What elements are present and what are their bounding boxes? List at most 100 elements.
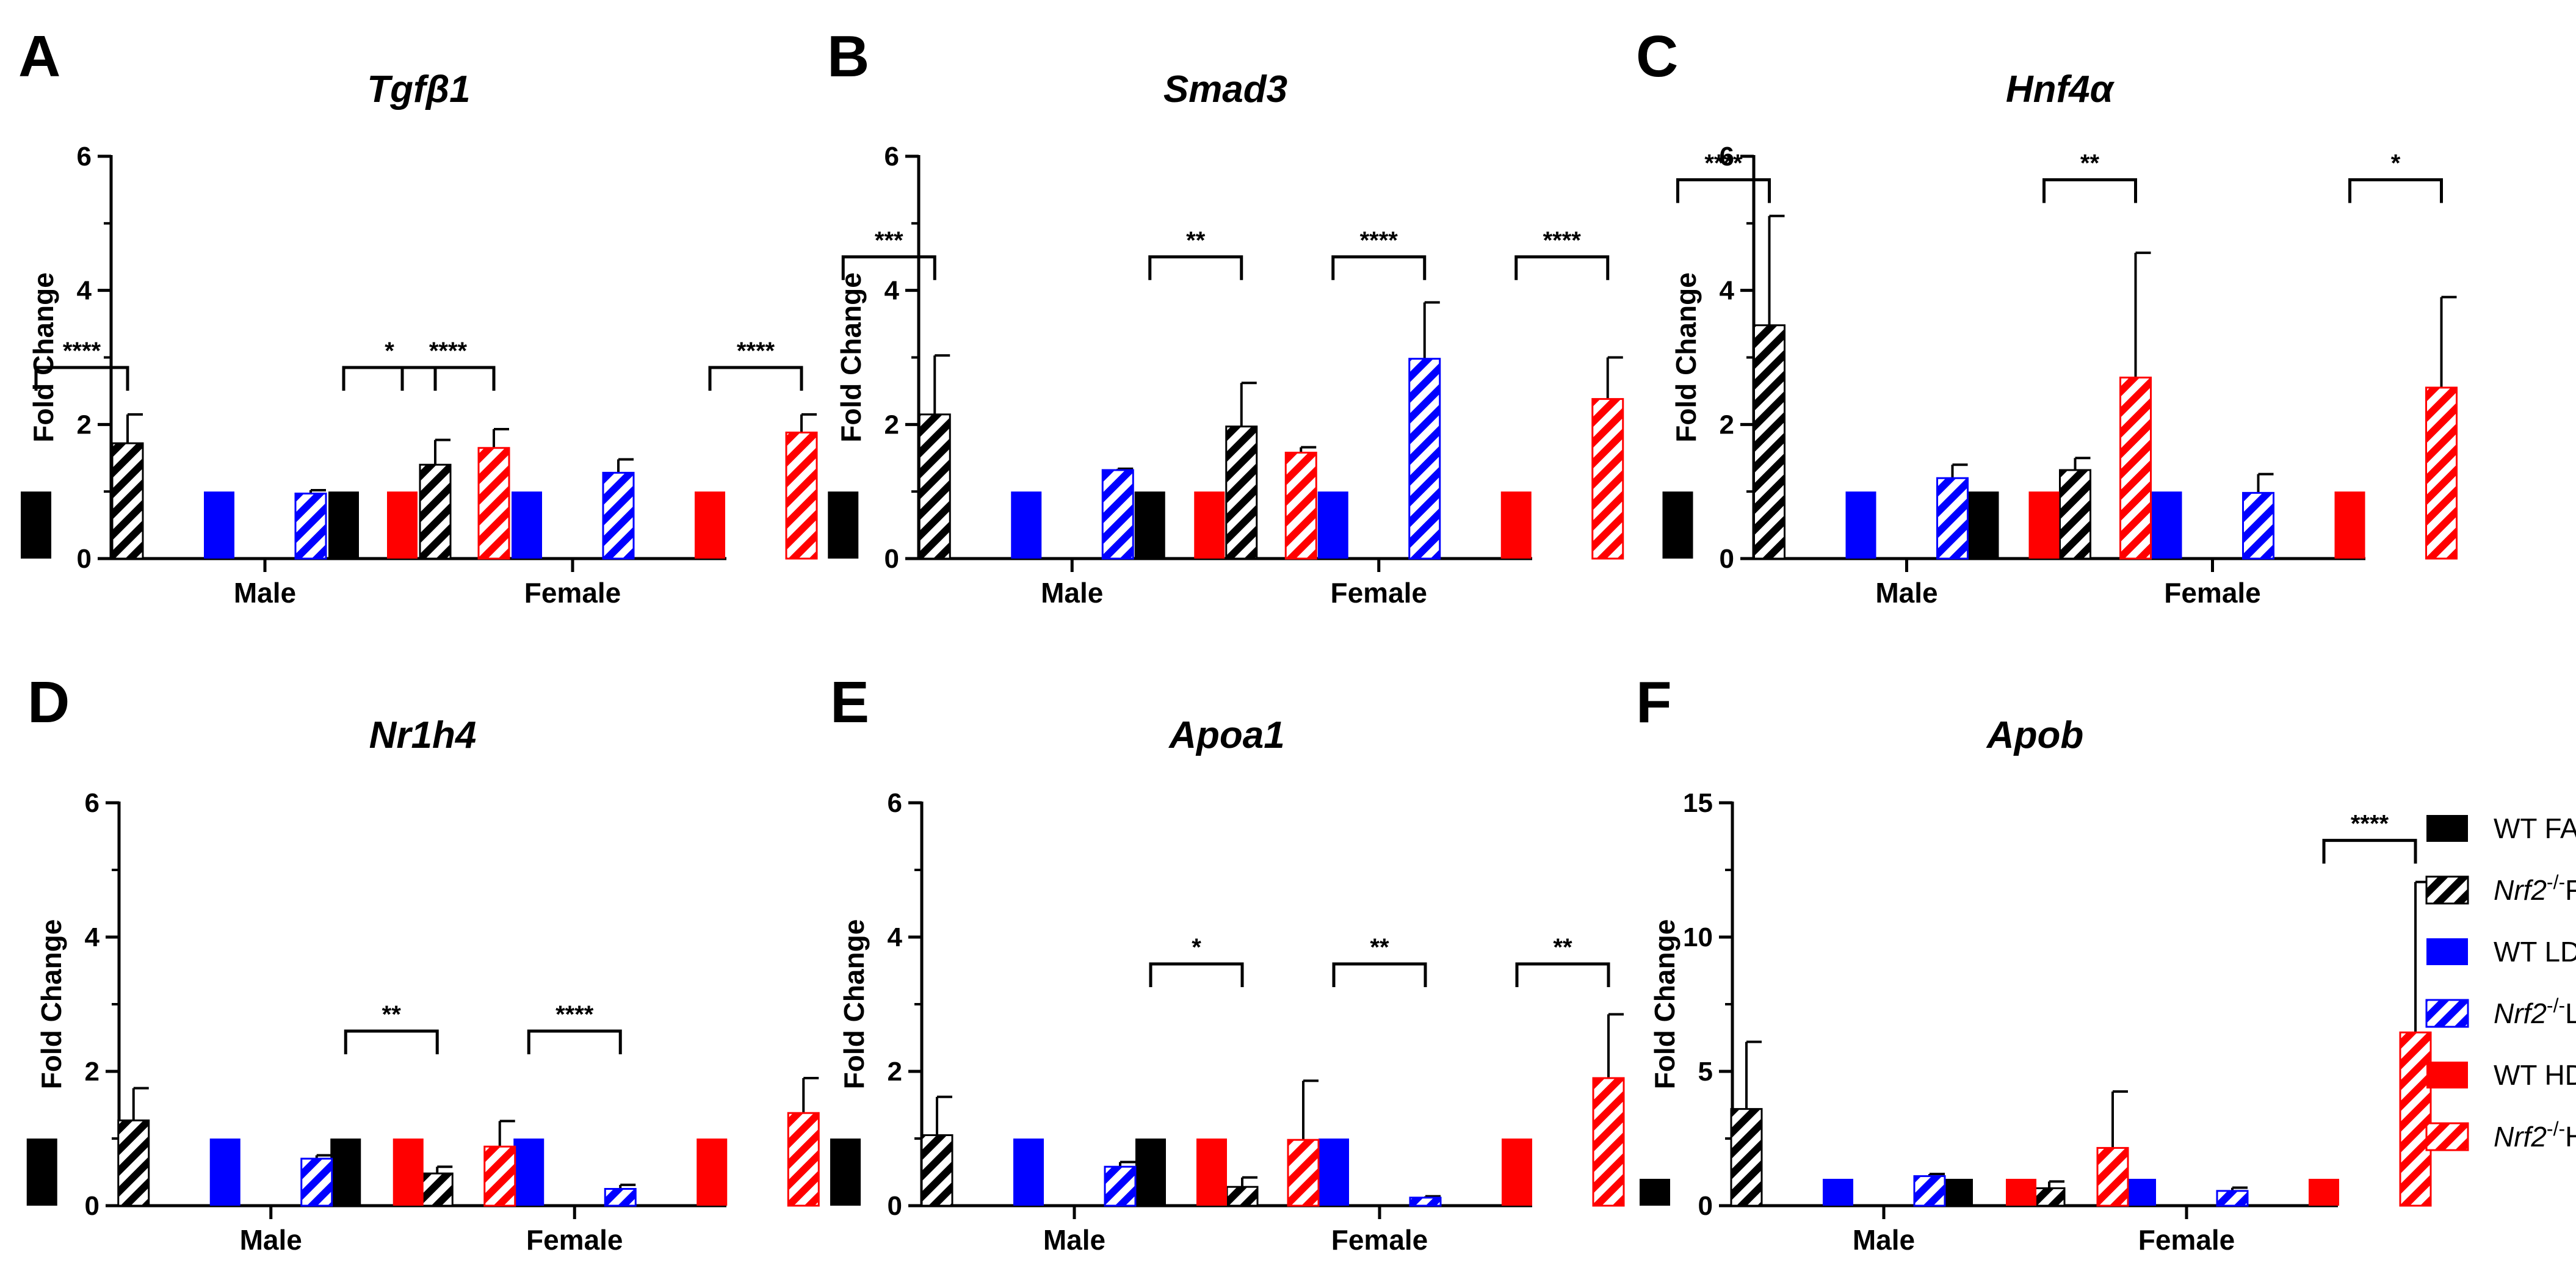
bar	[2006, 1179, 2036, 1206]
bar	[2033, 1187, 2066, 1207]
significance-label: **	[1186, 227, 1206, 254]
y-tick-label: 2	[885, 410, 899, 440]
x-tick-label: Female	[526, 1224, 623, 1256]
chart-title: Tgfβ1	[367, 68, 470, 110]
bar	[1134, 491, 1165, 559]
significance-bracket	[2348, 178, 2443, 203]
bar	[828, 491, 859, 559]
y-tick-label: 4	[77, 276, 92, 306]
legend-item: Nrf2-/-LD	[2425, 994, 2576, 1029]
legend-swatch	[2426, 1062, 2468, 1088]
significance-label: **	[1370, 934, 1389, 961]
legend-item: WT FA	[2426, 813, 2576, 844]
bar	[1319, 1139, 1349, 1206]
legend-label: WT FA	[2494, 813, 2576, 844]
legend-label: Nrf2-/-FA	[2494, 871, 2576, 906]
panel-letter: C	[1636, 24, 1678, 89]
chart-title: Apob	[1986, 714, 2083, 756]
y-tick-label: 0	[885, 544, 899, 574]
bar	[387, 491, 418, 559]
significance-label: **	[2080, 150, 2100, 176]
bar	[1500, 491, 1532, 559]
legend-swatch	[2426, 815, 2468, 842]
bar	[2242, 491, 2274, 560]
significance-label: ****	[1543, 227, 1582, 254]
significance-label: ****	[737, 338, 775, 364]
legend-label: WT LD	[2494, 936, 2576, 968]
y-axis-label: Fold Change	[835, 272, 867, 443]
bar	[2309, 1179, 2339, 1206]
bar	[1225, 425, 1258, 560]
significance-label: **	[382, 1001, 402, 1028]
legend-item: Nrf2-/-FA	[2425, 871, 2576, 906]
panel-letter: B	[827, 24, 869, 89]
chart-title: Apoa1	[1168, 714, 1284, 756]
significance-label: ****	[555, 1001, 594, 1028]
x-tick-label: Male	[1043, 1224, 1105, 1256]
bar	[513, 1139, 545, 1206]
bar	[328, 491, 359, 559]
bar	[1284, 451, 1317, 560]
bar	[1101, 469, 1134, 560]
significance-bracket	[708, 366, 803, 391]
bar	[1317, 491, 1348, 559]
y-tick-label: 15	[1683, 788, 1713, 818]
bar	[421, 1172, 454, 1207]
significance-label: ****	[429, 338, 468, 364]
bar	[830, 1139, 861, 1206]
x-tick-label: Male	[1853, 1224, 1915, 1256]
x-tick-label: Male	[1041, 577, 1103, 609]
significance-label: ***	[875, 227, 903, 254]
bar	[1591, 398, 1624, 560]
bar	[1226, 1186, 1259, 1207]
significance-label: **	[1553, 934, 1572, 961]
legend-swatch	[2425, 1122, 2469, 1151]
significance-bracket	[841, 255, 936, 280]
y-tick-label: 10	[1683, 922, 1713, 952]
y-tick-label: 6	[885, 142, 899, 172]
bar	[2216, 1190, 2249, 1207]
significance-label: *	[2391, 150, 2401, 176]
significance-bracket	[1515, 962, 1610, 987]
significance-bracket	[2322, 839, 2417, 864]
y-tick-label: 4	[888, 922, 903, 952]
bar	[1502, 1139, 1532, 1206]
y-tick-label: 4	[1720, 276, 1735, 306]
bar	[1968, 491, 1999, 559]
legend-swatch	[2426, 938, 2468, 965]
significance-bracket	[1331, 255, 1427, 280]
legend-item: WT LD	[2426, 936, 2576, 968]
significance-bracket	[34, 366, 129, 391]
significance-bracket	[1148, 255, 1243, 280]
significance-bracket	[1149, 962, 1244, 987]
bar	[111, 442, 144, 560]
bar	[330, 1139, 361, 1206]
bar	[1640, 1179, 1670, 1206]
y-axis-label: Fold Change	[838, 919, 870, 1090]
y-tick-label: 0	[1698, 1191, 1713, 1221]
x-tick-label: Male	[240, 1224, 302, 1256]
bar	[1135, 1139, 1166, 1206]
bar	[785, 432, 818, 560]
bar	[26, 1139, 57, 1206]
bar	[1845, 491, 1876, 559]
x-tick-label: Male	[1875, 577, 1937, 609]
y-axis-label: Fold Change	[1649, 919, 1681, 1090]
bar	[1592, 1077, 1625, 1207]
bar	[918, 413, 951, 560]
y-axis-label: Fold Change	[1670, 272, 1702, 443]
legend-swatch	[2425, 999, 2469, 1028]
significance-bracket	[1332, 962, 1427, 987]
y-tick-label: 0	[1720, 544, 1734, 574]
bar	[204, 491, 234, 559]
y-tick-label: 4	[85, 922, 100, 952]
significance-label: ****	[2351, 811, 2389, 838]
bar	[2096, 1146, 2129, 1207]
y-tick-label: 2	[1720, 410, 1734, 440]
chart-title: Nr1h4	[369, 714, 477, 756]
bar	[1753, 324, 1785, 560]
bar	[695, 491, 725, 559]
